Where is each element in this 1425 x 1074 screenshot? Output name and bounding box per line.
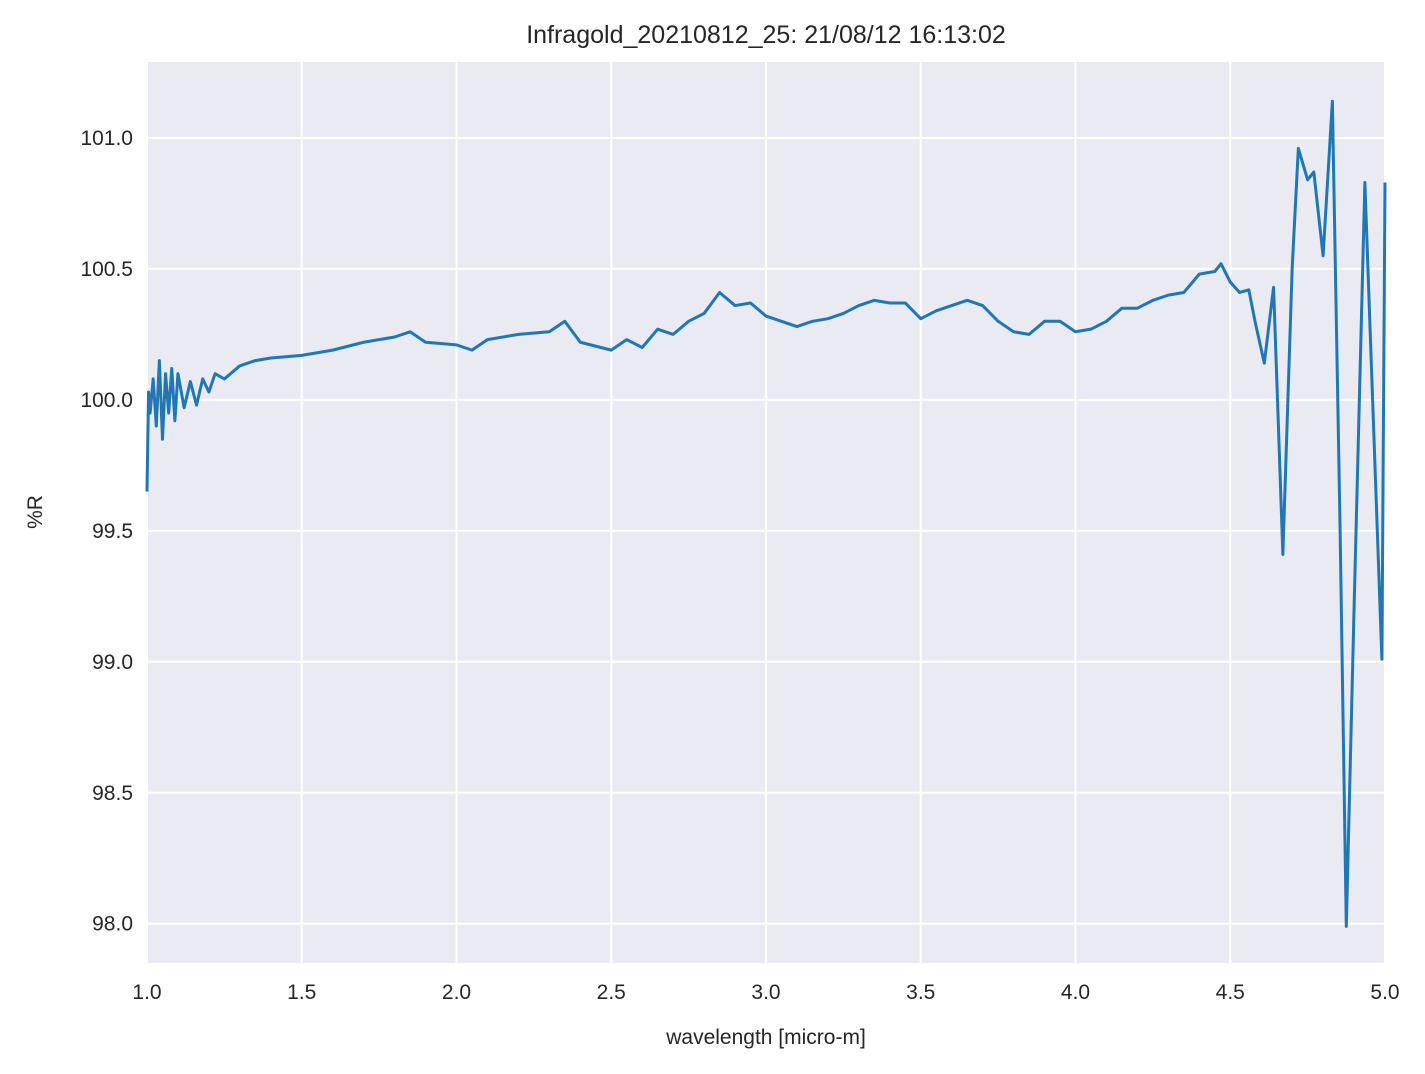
x-tick-label: 3.0 — [751, 981, 780, 1004]
x-tick-label: 4.5 — [1216, 981, 1245, 1004]
x-axis-label: wavelength [micro-m] — [665, 1026, 866, 1049]
x-tick-label: 5.0 — [1370, 981, 1399, 1004]
y-tick-label: 99.0 — [92, 651, 133, 674]
x-tick-label: 2.0 — [442, 981, 471, 1004]
x-tick-label: 3.5 — [906, 981, 935, 1004]
x-tick-label: 1.0 — [132, 981, 161, 1004]
chart-title: Infragold_20210812_25: 21/08/12 16:13:02 — [526, 21, 1006, 49]
y-tick-label: 100.5 — [80, 258, 133, 281]
y-tick-label: 99.5 — [92, 520, 133, 543]
x-tick-label: 1.5 — [287, 981, 316, 1004]
y-tick-label: 100.0 — [80, 389, 133, 412]
y-tick-label: 98.0 — [92, 913, 133, 936]
x-tick-label: 2.5 — [597, 981, 626, 1004]
x-tick-label: 4.0 — [1061, 981, 1090, 1004]
y-tick-label: 101.0 — [80, 127, 133, 150]
y-axis-label: %R — [24, 495, 47, 529]
data-line — [145, 99, 1387, 928]
y-tick-label: 98.5 — [92, 782, 133, 805]
